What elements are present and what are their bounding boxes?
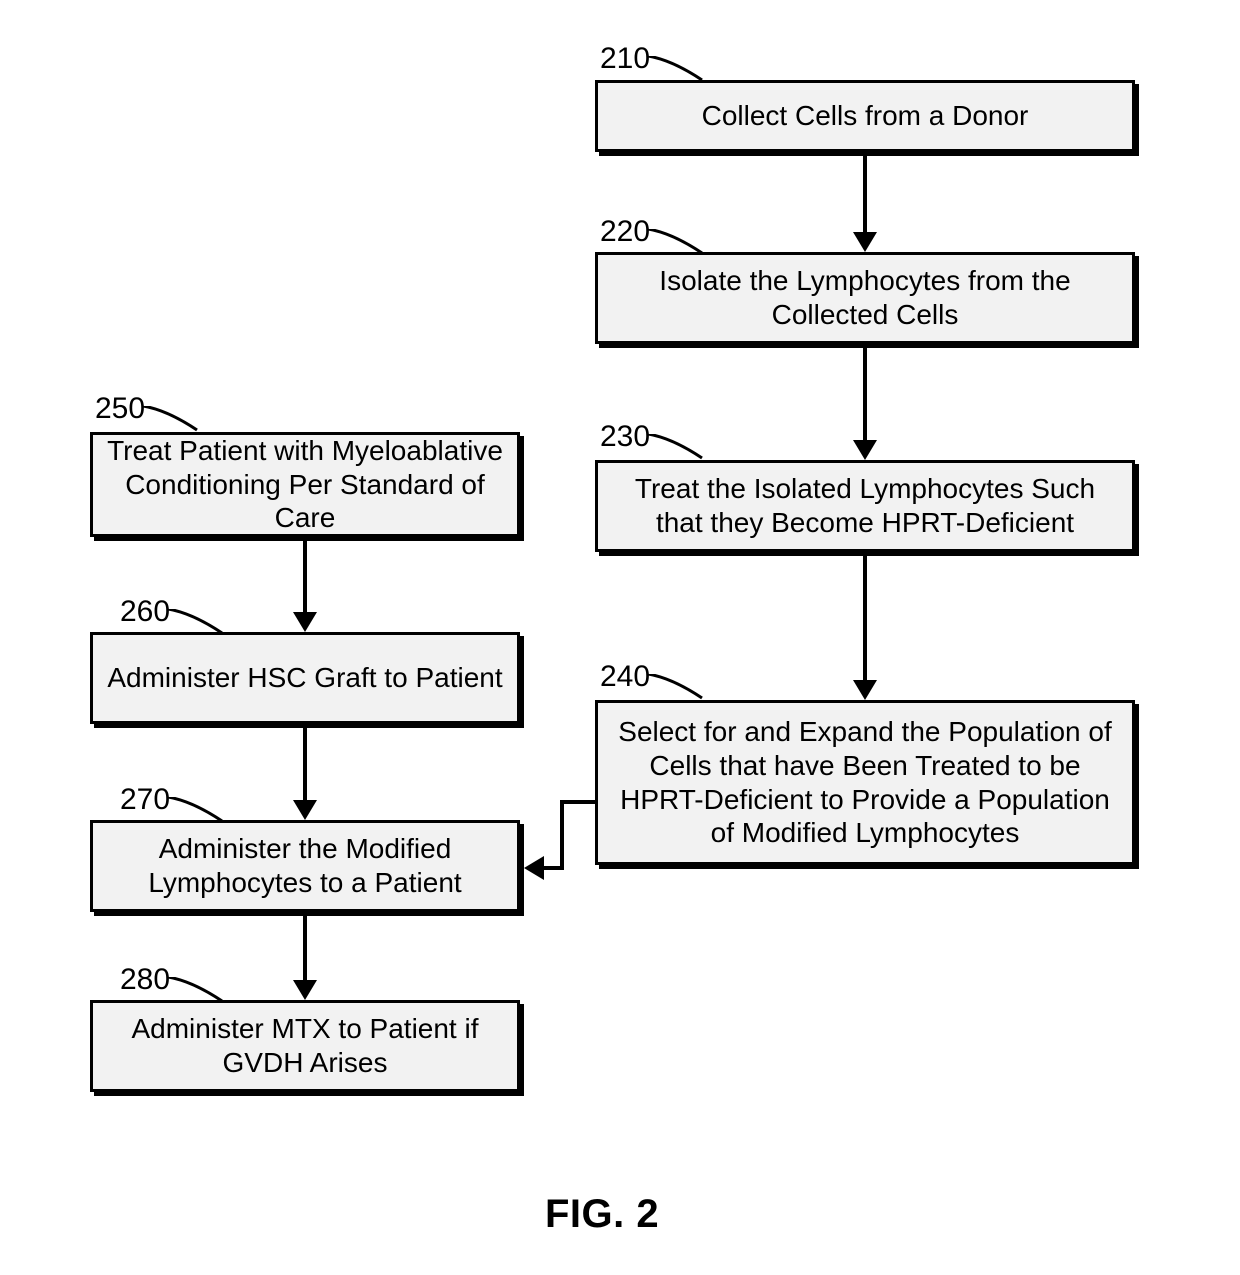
callout-260 — [168, 609, 228, 637]
box-220-text: Isolate the Lymphocytes from the Collect… — [608, 264, 1122, 331]
label-230: 230 — [600, 420, 650, 454]
label-220: 220 — [600, 215, 650, 249]
figure-caption: FIG. 2 — [545, 1192, 659, 1237]
box-250-text: Treat Patient with Myeloablative Conditi… — [103, 434, 507, 535]
box-240: Select for and Expand the Population of … — [595, 700, 1135, 865]
callout-270 — [168, 797, 228, 825]
box-250: Treat Patient with Myeloablative Conditi… — [90, 432, 520, 537]
box-280: Administer MTX to Patient if GVDH Arises — [90, 1000, 520, 1092]
label-250: 250 — [95, 392, 145, 426]
label-240: 240 — [600, 660, 650, 694]
callout-250 — [143, 406, 203, 434]
box-270-text: Administer the Modified Lymphocytes to a… — [103, 832, 507, 899]
box-230-text: Treat the Isolated Lymphocytes Such that… — [608, 472, 1122, 539]
box-240-text: Select for and Expand the Population of … — [608, 715, 1122, 849]
callout-240 — [648, 674, 708, 702]
callout-280 — [168, 977, 228, 1005]
flowchart-canvas: Collect Cells from a Donor 210 Isolate t… — [0, 0, 1240, 1275]
box-260-text: Administer HSC Graft to Patient — [107, 661, 502, 695]
box-210: Collect Cells from a Donor — [595, 80, 1135, 152]
callout-210 — [648, 56, 708, 84]
box-210-text: Collect Cells from a Donor — [702, 99, 1029, 133]
label-280: 280 — [120, 963, 170, 997]
box-270: Administer the Modified Lymphocytes to a… — [90, 820, 520, 912]
label-270: 270 — [120, 783, 170, 817]
box-260: Administer HSC Graft to Patient — [90, 632, 520, 724]
label-260: 260 — [120, 595, 170, 629]
box-230: Treat the Isolated Lymphocytes Such that… — [595, 460, 1135, 552]
box-220: Isolate the Lymphocytes from the Collect… — [595, 252, 1135, 344]
callout-230 — [648, 434, 708, 462]
label-210: 210 — [600, 42, 650, 76]
box-280-text: Administer MTX to Patient if GVDH Arises — [103, 1012, 507, 1079]
callout-220 — [648, 229, 708, 257]
